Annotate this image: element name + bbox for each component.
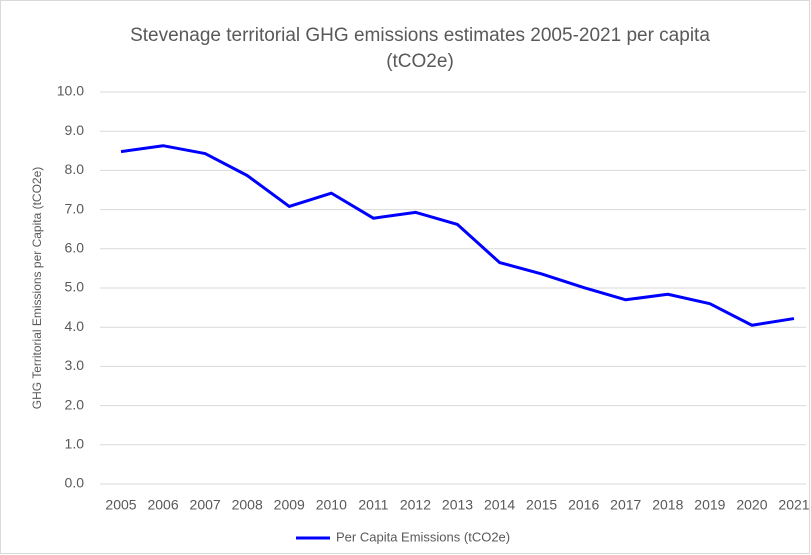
y-tick-label: 5.0 xyxy=(65,279,85,295)
x-tick-label: 2018 xyxy=(652,497,683,513)
x-tick-label: 2021 xyxy=(778,497,809,513)
x-tick-label: 2016 xyxy=(568,497,599,513)
chart-title: (tCO2e) xyxy=(386,51,454,72)
x-tick-label: 2006 xyxy=(147,497,178,513)
y-tick-label: 8.0 xyxy=(65,161,85,177)
chart-title: Stevenage territorial GHG emissions esti… xyxy=(130,25,710,46)
y-tick-label: 7.0 xyxy=(65,200,85,216)
y-tick-label: 1.0 xyxy=(65,436,85,452)
x-tick-label: 2007 xyxy=(190,497,221,513)
x-tick-label: 2014 xyxy=(484,497,515,513)
y-axis-label: GHG Territorial Emissions per Capita (tC… xyxy=(30,167,44,410)
y-tick-label: 9.0 xyxy=(65,122,85,138)
x-tick-label: 2019 xyxy=(694,497,725,513)
y-tick-label: 2.0 xyxy=(65,396,85,412)
x-tick-label: 2012 xyxy=(400,497,431,513)
x-tick-label: 2011 xyxy=(358,497,388,513)
y-tick-label: 3.0 xyxy=(65,357,85,373)
x-tick-label: 2010 xyxy=(316,497,347,513)
x-tick-label: 2020 xyxy=(736,497,767,513)
x-tick-label: 2015 xyxy=(526,497,557,513)
y-tick-label: 6.0 xyxy=(65,240,85,256)
data-line xyxy=(120,144,795,327)
y-tick-label: 10.0 xyxy=(57,83,84,99)
x-tick-label: 2013 xyxy=(442,497,473,513)
x-tick-label: 2017 xyxy=(610,497,641,513)
y-tick-label: 0.0 xyxy=(65,475,85,491)
x-tick-label: 2008 xyxy=(232,497,263,513)
y-tick-label: 4.0 xyxy=(65,318,85,334)
x-tick-label: 2005 xyxy=(105,497,136,513)
x-tick-label: 2009 xyxy=(274,497,305,513)
legend-label: Per Capita Emissions (tCO2e) xyxy=(336,529,510,544)
